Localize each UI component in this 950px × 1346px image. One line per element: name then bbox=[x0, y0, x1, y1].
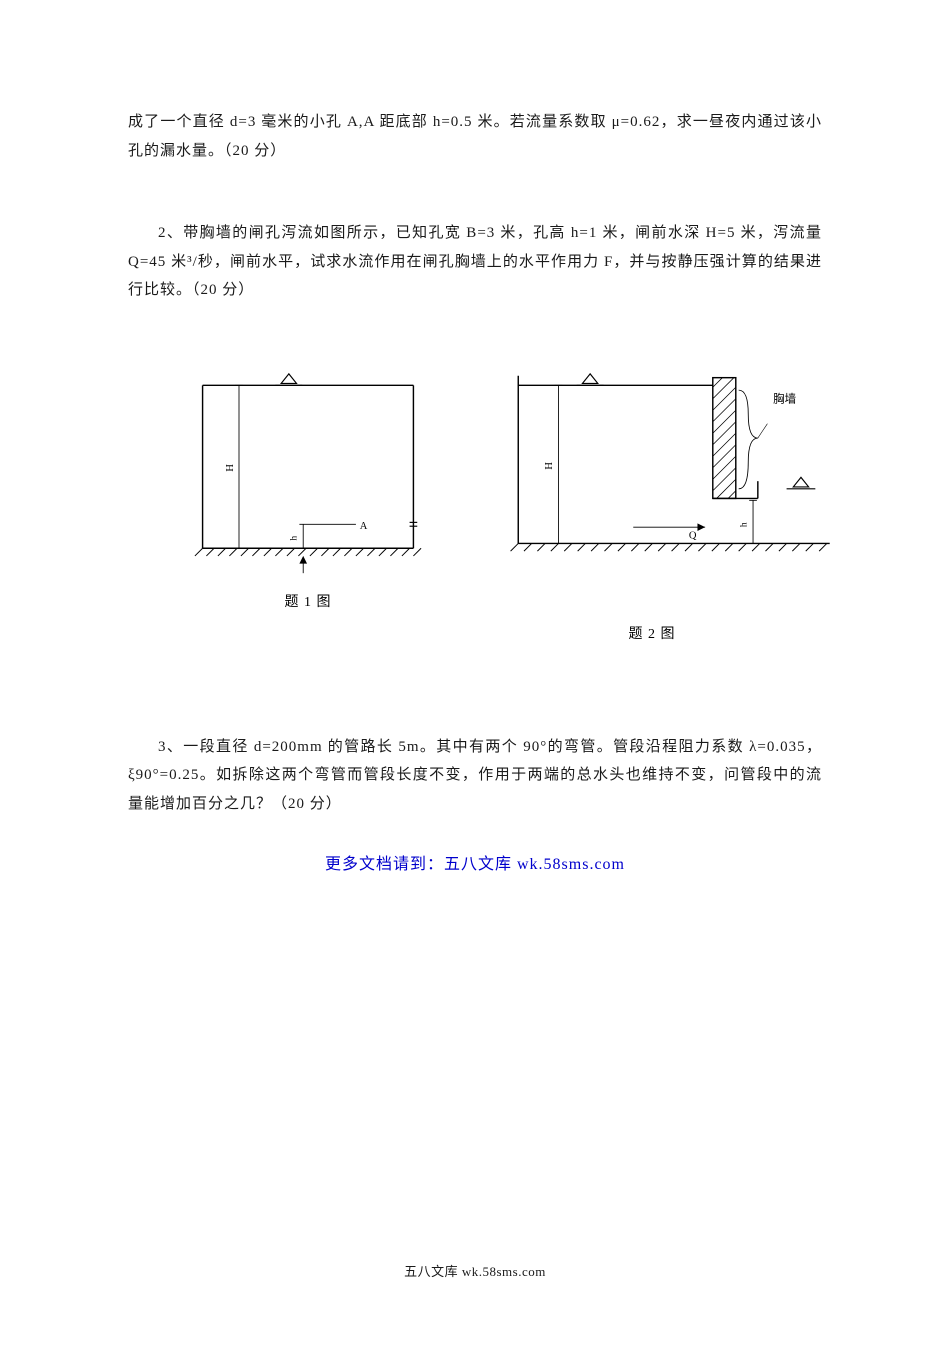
figure-2-svg: 胸墙 bbox=[482, 347, 842, 577]
svg-text:H: H bbox=[544, 461, 555, 469]
figure-1-caption: 题 1 图 bbox=[158, 591, 458, 611]
figure-2-container: 胸墙 bbox=[482, 347, 822, 643]
figure-2-caption: 题 2 图 bbox=[482, 623, 822, 643]
svg-text:h: h bbox=[289, 535, 300, 540]
paragraph-2: 2、带胸墙的闸孔泻流如图所示，已知孔宽 B=3 米，孔高 h=1 米，闸前水深 … bbox=[128, 219, 822, 305]
paragraph-3: 3、一段直径 d=200mm 的管路长 5m。其中有两个 90°的弯管。管段沿程… bbox=[128, 733, 822, 819]
more-docs-link[interactable]: 更多文档请到：五八文库 wk.58sms.com bbox=[128, 850, 822, 874]
svg-text:A: A bbox=[360, 521, 368, 532]
figures-row: H A h 题 1 图 bbox=[128, 347, 822, 643]
svg-text:Q: Q bbox=[689, 530, 697, 541]
svg-text:H: H bbox=[225, 463, 236, 471]
figure-1-container: H A h 题 1 图 bbox=[158, 347, 458, 643]
paragraph-1-continuation: 成了一个直径 d=3 毫米的小孔 A,A 距底部 h=0.5 米。若流量系数取 … bbox=[128, 108, 822, 165]
svg-text:h: h bbox=[738, 522, 749, 527]
page-footer: 五八文库 wk.58sms.com bbox=[0, 1261, 950, 1280]
svg-text:胸墙: 胸墙 bbox=[773, 391, 796, 405]
figure-1-svg: H A h bbox=[158, 347, 458, 577]
